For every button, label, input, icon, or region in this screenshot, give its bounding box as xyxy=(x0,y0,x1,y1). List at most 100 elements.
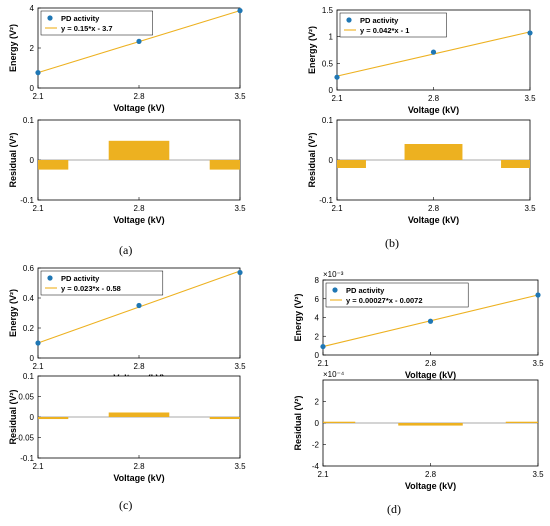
d-energy-xlabel: Voltage (kV) xyxy=(405,370,456,380)
b-residual-ytick-label: 0.1 xyxy=(322,116,334,125)
b-residual-xtick-label: 2.1 xyxy=(331,204,343,213)
d-energy-ylabel: Energy (V²) xyxy=(293,293,303,341)
b-energy-xtick-label: 3.5 xyxy=(524,94,536,103)
a-energy-legend-entry-fit: y = 0.15*x - 3.7 xyxy=(61,24,113,33)
a-energy-ytick-label: 0 xyxy=(30,84,35,93)
a-residual-xtick-label: 3.5 xyxy=(234,204,246,213)
c-residual-ylabel: Residual (V²) xyxy=(8,389,18,444)
c-residual-residual-bar xyxy=(209,417,240,420)
c-energy-ytick-label: 0.4 xyxy=(23,294,35,303)
d-residual-residual-bar xyxy=(505,421,538,423)
a-energy-ytick-label: 4 xyxy=(30,4,35,13)
b-residual-residual-bar xyxy=(404,144,463,160)
a-residual-residual-bar xyxy=(108,140,170,160)
a-energy-xtick-label: 2.8 xyxy=(133,92,145,101)
b-energy-ytick-label: 0.5 xyxy=(322,59,334,68)
d-residual-residual-bar xyxy=(398,423,463,426)
d-energy-ytick-label: 2 xyxy=(315,332,320,341)
b-residual-xlabel: Voltage (kV) xyxy=(408,215,459,225)
c-residual-ytick-label: 0.05 xyxy=(18,393,34,402)
d-energy-ytick-label: 6 xyxy=(315,295,320,304)
d-residual-exponent-label: ×10⁻⁴ xyxy=(323,370,345,379)
c-energy-legend-entry-fit: y = 0.023*x - 0.58 xyxy=(61,284,121,293)
b-energy-data-point xyxy=(430,49,437,55)
d-energy-ytick-label: 8 xyxy=(315,276,320,285)
c-energy-xtick-label: 2.8 xyxy=(133,362,145,371)
a-energy-ylabel: Energy (V²) xyxy=(8,24,18,72)
c-residual-xlabel: Voltage (kV) xyxy=(113,473,164,483)
b-residual-ylabel: Residual (V²) xyxy=(307,132,317,187)
d-energy-xtick-label: 2.8 xyxy=(425,359,437,368)
b-energy-legend-box xyxy=(339,12,447,38)
b-energy-legend-marker xyxy=(346,17,352,23)
c-energy-ylabel: Energy (V²) xyxy=(8,289,18,337)
panel-label-a: (a) xyxy=(119,243,133,257)
a-energy-data-point xyxy=(136,38,142,45)
d-energy-exponent-label: ×10⁻³ xyxy=(323,270,344,279)
a-residual-residual-bar xyxy=(38,160,69,170)
c-residual-ytick-label: 0 xyxy=(30,413,35,422)
d-residual-ytick-label: 2 xyxy=(315,398,320,407)
d-residual-xtick-label: 2.8 xyxy=(425,470,437,479)
a-residual-ytick-label: -0.1 xyxy=(20,196,34,205)
a-residual-ytick-label: 0 xyxy=(30,156,35,165)
c-energy-data-point xyxy=(136,302,142,309)
a-energy-legend-entry-marker: PD activity xyxy=(61,14,100,23)
b-energy-data-point xyxy=(334,74,340,80)
c-residual-ytick-label: -0.05 xyxy=(16,434,35,443)
a-energy-legend-marker xyxy=(47,15,53,21)
b-energy-legend-entry-marker: PD activity xyxy=(360,16,399,25)
b-energy-xtick-label: 2.1 xyxy=(331,94,343,103)
b-residual-residual-bar xyxy=(337,160,366,168)
c-energy-ytick-label: 0.6 xyxy=(23,264,35,273)
c-energy-xtick-label: 3.5 xyxy=(234,362,246,371)
d-energy-data-point xyxy=(427,318,434,324)
panel-label-c: (c) xyxy=(119,498,133,512)
d-energy-data-point xyxy=(535,292,541,298)
c-energy-xtick-label: 2.1 xyxy=(32,362,44,371)
a-residual-residual-bar xyxy=(209,160,240,170)
a-residual-xtick-label: 2.1 xyxy=(32,204,44,213)
c-energy-legend-entry-marker: PD activity xyxy=(61,274,100,283)
c-residual-xtick-label: 2.8 xyxy=(133,462,145,471)
d-residual-xtick-label: 2.1 xyxy=(317,470,329,479)
c-residual-residual-bar xyxy=(38,417,69,420)
c-residual-residual-bar xyxy=(108,412,170,417)
b-residual-xtick-label: 3.5 xyxy=(524,204,536,213)
d-energy-xtick-label: 2.1 xyxy=(317,359,329,368)
c-energy-legend-marker xyxy=(47,275,53,281)
b-energy-ytick-label: 1 xyxy=(329,33,334,42)
d-residual-ytick-label: 0 xyxy=(315,419,320,428)
b-energy-ytick-label: 0 xyxy=(329,86,334,95)
d-residual-xlabel: Voltage (kV) xyxy=(405,481,456,491)
a-energy-data-point xyxy=(35,70,41,76)
c-residual-ytick-label: -0.1 xyxy=(20,454,34,463)
d-residual-ylabel: Residual (V²) xyxy=(293,395,303,450)
c-energy-ytick-label: 0 xyxy=(30,354,35,363)
d-residual-residual-bar xyxy=(323,421,356,423)
d-residual-ytick-label: -2 xyxy=(312,441,320,450)
c-energy-ytick-label: 0.2 xyxy=(23,324,35,333)
d-energy-legend-entry-fit: y = 0.00027*x - 0.0072 xyxy=(346,296,423,305)
c-energy-data-point xyxy=(237,269,243,276)
d-energy-legend-box xyxy=(325,282,469,308)
a-residual-ylabel: Residual (V²) xyxy=(8,132,18,187)
d-energy-xtick-label: 3.5 xyxy=(532,359,544,368)
b-residual-xtick-label: 2.8 xyxy=(428,204,440,213)
b-energy-xtick-label: 2.8 xyxy=(428,94,440,103)
c-residual-ytick-label: 0.1 xyxy=(23,372,35,381)
a-energy-xlabel: Voltage (kV) xyxy=(113,103,164,113)
a-energy-legend-box xyxy=(40,10,153,36)
b-energy-data-point xyxy=(527,30,533,36)
c-energy-legend-box xyxy=(40,270,164,296)
d-energy-ytick-label: 0 xyxy=(315,351,320,360)
b-energy-ylabel: Energy (V²) xyxy=(307,26,317,74)
b-energy-ytick-label: 1.5 xyxy=(322,6,334,15)
d-residual-xtick-label: 3.5 xyxy=(532,470,544,479)
d-energy-data-point xyxy=(320,343,326,350)
a-energy-xtick-label: 3.5 xyxy=(234,92,246,101)
c-residual-xtick-label: 2.1 xyxy=(32,462,44,471)
b-residual-ytick-label: -0.1 xyxy=(319,196,333,205)
